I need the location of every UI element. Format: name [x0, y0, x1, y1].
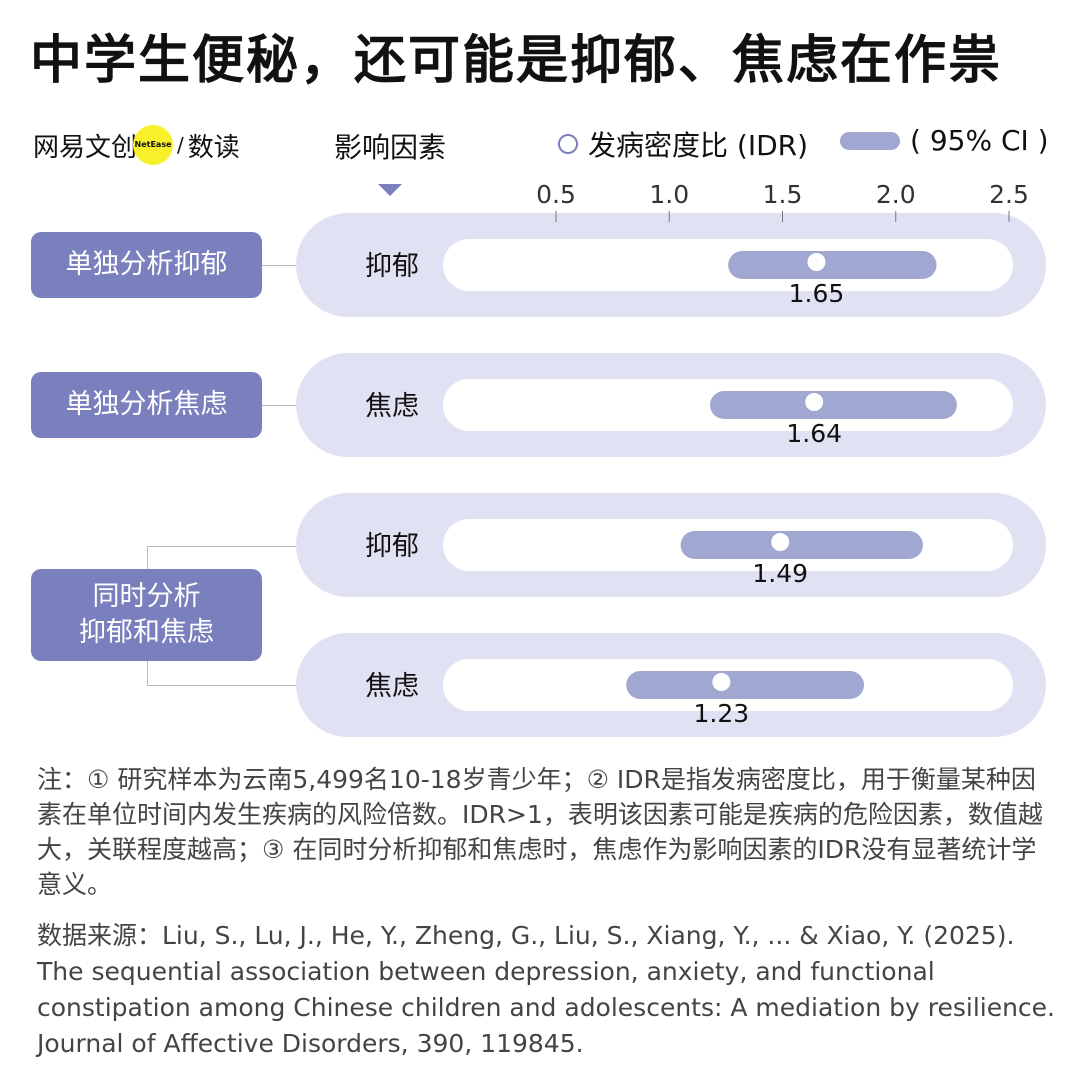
tick-label: 0.5: [536, 180, 576, 209]
data-label: 1.49: [752, 559, 808, 588]
factor-label: 抑郁: [365, 531, 419, 562]
connector: [262, 265, 296, 266]
group-label: 单独分析焦虑: [31, 372, 262, 438]
connector: [147, 661, 296, 686]
ci-bar: [728, 251, 937, 279]
factor-label: 焦虑: [365, 391, 419, 422]
tick-label: 1.0: [649, 180, 689, 209]
forest-chart: 抑郁 1.65 焦虑 1.64 抑郁 1.49 焦虑 1.23 0.5 1.0 1.5 2.0 2.5: [296, 180, 1046, 737]
factor-label: 抑郁: [365, 251, 419, 282]
connector: [262, 405, 296, 406]
idr-point: [712, 673, 731, 691]
brand-badge: NetEase: [133, 125, 174, 165]
tick-label: 1.5: [763, 180, 803, 209]
notes: 注：① 研究样本为云南5,499名10-18岁青少年；② IDR是指发病密度比，…: [37, 765, 1043, 899]
ci-bar: [680, 531, 923, 559]
factor-label: 焦虑: [365, 671, 419, 702]
idr-point: [805, 393, 824, 411]
connector: [147, 546, 296, 569]
brand-name: 网易文创: [33, 132, 138, 163]
group-label-line: 同时分析: [92, 581, 201, 612]
ci-bar: [710, 391, 957, 419]
page-title: 中学生便秘，还可能是抑郁、焦虑在作祟: [30, 31, 1003, 91]
circle-marker-icon: [558, 134, 578, 154]
source: 数据来源：Liu, S., Lu, J., He, Y., Zheng, G.,…: [37, 921, 1056, 1058]
data-label: 1.65: [789, 279, 845, 308]
brand-sub: 数读: [187, 132, 240, 163]
factor-header: 影响因素: [334, 131, 447, 164]
ci-bar: [626, 671, 865, 699]
group-label: 同时分析 抑郁和焦虑: [31, 569, 262, 661]
idr-point: [771, 533, 790, 551]
brand-slash: /: [177, 133, 184, 157]
legend-idr: 发病密度比 (IDR): [558, 124, 808, 164]
brand-logo: 网易文创 NetEase / 数读: [33, 125, 240, 165]
bar-marker-icon: [840, 131, 900, 150]
triangle-down-icon: [378, 184, 402, 196]
tick-label: 2.5: [989, 180, 1029, 209]
group-label-line: 抑郁和焦虑: [79, 617, 214, 648]
data-label: 1.64: [786, 419, 842, 448]
idr-point: [807, 253, 826, 271]
legend-label: 发病密度比 (IDR): [588, 129, 809, 162]
legend-label: ( 95% CI ): [910, 124, 1049, 157]
tick-label: 2.0: [876, 180, 916, 209]
data-label: 1.23: [694, 699, 750, 728]
legend-ci: ( 95% CI ): [840, 124, 1049, 157]
group-label: 单独分析抑郁: [31, 232, 262, 298]
